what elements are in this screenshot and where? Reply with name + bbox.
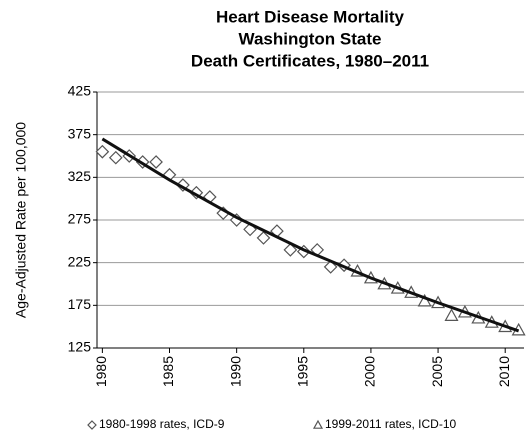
diamond-marker [108, 150, 123, 165]
diamond-marker [283, 243, 298, 257]
chart-title: Death Certificates, 1980–2011 [191, 51, 429, 70]
triangle-marker [312, 419, 324, 429]
y-tick-label: 125 [68, 339, 92, 355]
y-tick-label: 275 [68, 211, 92, 227]
x-tick-label: 1985 [160, 356, 176, 387]
legend-label: 1999-2011 rates, ICD-10 [325, 417, 457, 431]
y-axis-label: Age-Adjusted Rate per 100,000 [13, 122, 29, 318]
diamond-marker [95, 144, 110, 159]
diamond-marker [149, 155, 163, 169]
x-tick-label: 1980 [93, 356, 109, 387]
chart-title: Heart Disease Mortality [216, 7, 405, 26]
y-tick-label: 175 [68, 296, 92, 312]
x-tick-label: 1990 [227, 356, 243, 387]
y-tick-label: 225 [68, 253, 92, 269]
x-tick-label: 2005 [429, 356, 445, 387]
x-tick-label: 2010 [496, 356, 512, 387]
triangle-marker [444, 308, 459, 321]
y-tick-label: 375 [68, 125, 92, 141]
x-tick-label: 2000 [362, 356, 378, 387]
chart-title: Washington State [239, 29, 382, 48]
y-tick-label: 425 [68, 83, 92, 99]
legend-label: 1980-1998 rates, ICD-9 [99, 417, 225, 431]
diamond-marker [87, 420, 97, 430]
diamond-marker [256, 231, 271, 245]
x-tick-label: 1995 [294, 356, 310, 387]
trend-line [101, 137, 520, 333]
y-tick-label: 325 [68, 168, 92, 184]
